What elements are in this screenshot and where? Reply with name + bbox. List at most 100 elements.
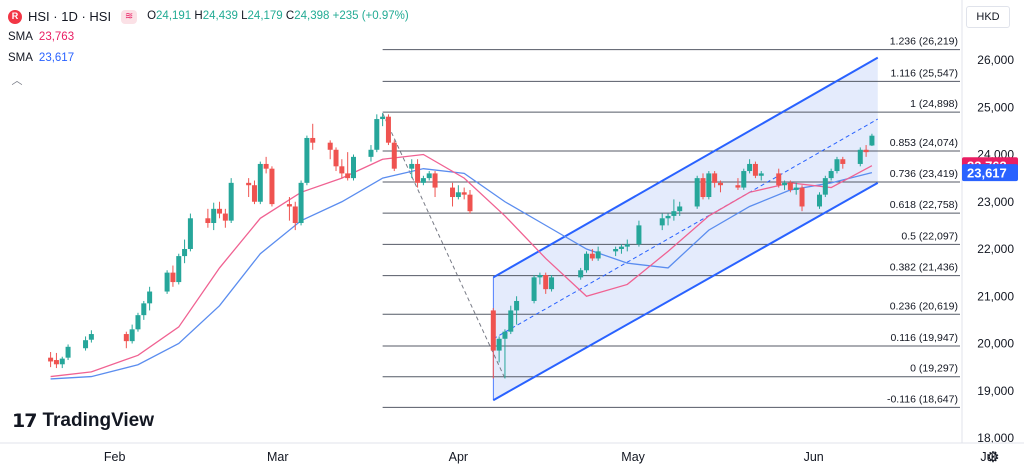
candle	[123, 331, 129, 349]
chevron-up-icon[interactable]: ︿	[11, 75, 23, 87]
candle-body	[374, 119, 380, 150]
sma-slow-line	[50, 168, 873, 380]
candle	[857, 147, 863, 167]
candle-body	[65, 346, 71, 358]
ohlc-values: O24,191 H24,439 L24,179 C24,398 +235 (+0…	[147, 10, 409, 22]
candle-body	[409, 163, 415, 169]
candle	[187, 213, 193, 252]
legend: R HSI · 1D · HSI ≋ O24,191 H24,439 L24,1…	[8, 6, 409, 69]
tradingview-mark-icon: 17	[12, 410, 37, 432]
candle-body	[123, 334, 129, 342]
candle-body	[222, 213, 228, 221]
candle	[455, 185, 461, 200]
sma-fast-row[interactable]: SMA 23,763	[8, 27, 409, 48]
candle-body	[782, 182, 788, 186]
candle	[531, 274, 537, 304]
candle-body	[257, 163, 263, 202]
candle	[584, 251, 589, 273]
candle-body	[694, 178, 700, 207]
y-tick-label: 21,000	[977, 289, 1014, 303]
candle-body	[618, 246, 624, 249]
y-tick-label: 20,000	[977, 337, 1014, 351]
plot-area: 1.236 (26,219) 1.116 (25,547) 1 (24,898) 0.…	[48, 35, 960, 408]
close-value: 24,398	[294, 10, 330, 22]
candle	[368, 145, 374, 162]
candle	[211, 202, 217, 231]
candle	[182, 239, 188, 264]
market-status-icon[interactable]: ≋	[121, 9, 138, 24]
candle	[222, 208, 228, 228]
candle	[496, 336, 502, 363]
candle-body	[333, 149, 339, 167]
tradingview-logo[interactable]: 17 TradingView	[12, 410, 154, 432]
candle-body	[53, 360, 59, 365]
candle	[286, 197, 292, 221]
candle-body	[88, 334, 94, 340]
candle-body	[345, 173, 351, 179]
candle-body	[263, 163, 269, 169]
symbol-title[interactable]: HSI · 1D · HSI	[28, 9, 112, 24]
candle-body	[700, 178, 706, 198]
candle-body	[659, 218, 665, 226]
candle	[304, 135, 310, 186]
tag-label: 23,617	[967, 166, 1007, 181]
candle-body	[455, 192, 461, 198]
candle	[409, 159, 415, 179]
candle	[310, 123, 316, 150]
candle-body	[170, 272, 176, 283]
fib-level-label: 1.116 (25,547)	[890, 67, 958, 79]
candle	[508, 305, 514, 335]
currency-selector[interactable]: HKD	[966, 6, 1010, 28]
candle-body	[589, 253, 595, 259]
candle	[799, 185, 805, 212]
candle-body	[613, 249, 619, 252]
candle	[840, 156, 846, 169]
sma-fast-label: SMA	[8, 31, 33, 43]
candle	[53, 352, 59, 369]
channel-lower-line	[492, 181, 879, 402]
candle-body	[467, 194, 473, 212]
candle	[869, 133, 875, 147]
candle-body	[351, 156, 356, 179]
candle	[694, 175, 700, 209]
candle-body	[298, 182, 304, 224]
candle-body	[310, 137, 316, 143]
y-tick-label: 25,000	[977, 100, 1014, 114]
symbol-row: R HSI · 1D · HSI ≋ O24,191 H24,439 L24,1…	[8, 6, 409, 27]
candle-body	[665, 215, 671, 219]
candle-body	[758, 173, 764, 176]
candle	[374, 114, 380, 153]
candle-body	[368, 149, 374, 157]
candle	[170, 265, 176, 287]
candle	[618, 244, 624, 254]
open-value: 24,191	[156, 10, 192, 22]
candle-body	[752, 163, 758, 176]
candle	[822, 175, 828, 198]
candle-body	[251, 185, 257, 202]
fib-level-label: 0.5 (22,097)	[901, 230, 958, 242]
candle	[415, 159, 421, 188]
candle	[624, 239, 630, 252]
gear-icon[interactable]: ⚙	[986, 449, 1000, 466]
candle-body	[187, 218, 193, 249]
x-tick-label: Apr	[449, 450, 468, 464]
sma-slow-row[interactable]: SMA 23,617	[8, 48, 409, 69]
candle	[141, 300, 147, 320]
candle	[490, 308, 496, 379]
candle-body	[450, 187, 456, 198]
candle	[426, 171, 432, 181]
fib-level-label: 1 (24,898)	[910, 98, 958, 110]
candle	[467, 189, 473, 214]
y-tick-label: 18,000	[977, 431, 1014, 445]
candle	[752, 161, 758, 179]
candle	[549, 274, 555, 292]
candle	[380, 113, 386, 127]
candle	[345, 152, 351, 181]
candle	[787, 180, 793, 193]
candle	[706, 171, 712, 200]
candle-body	[147, 291, 153, 304]
fib-level-label: -0.116 (18,647)	[887, 393, 958, 405]
candle	[758, 171, 764, 181]
candle-body	[834, 159, 840, 172]
